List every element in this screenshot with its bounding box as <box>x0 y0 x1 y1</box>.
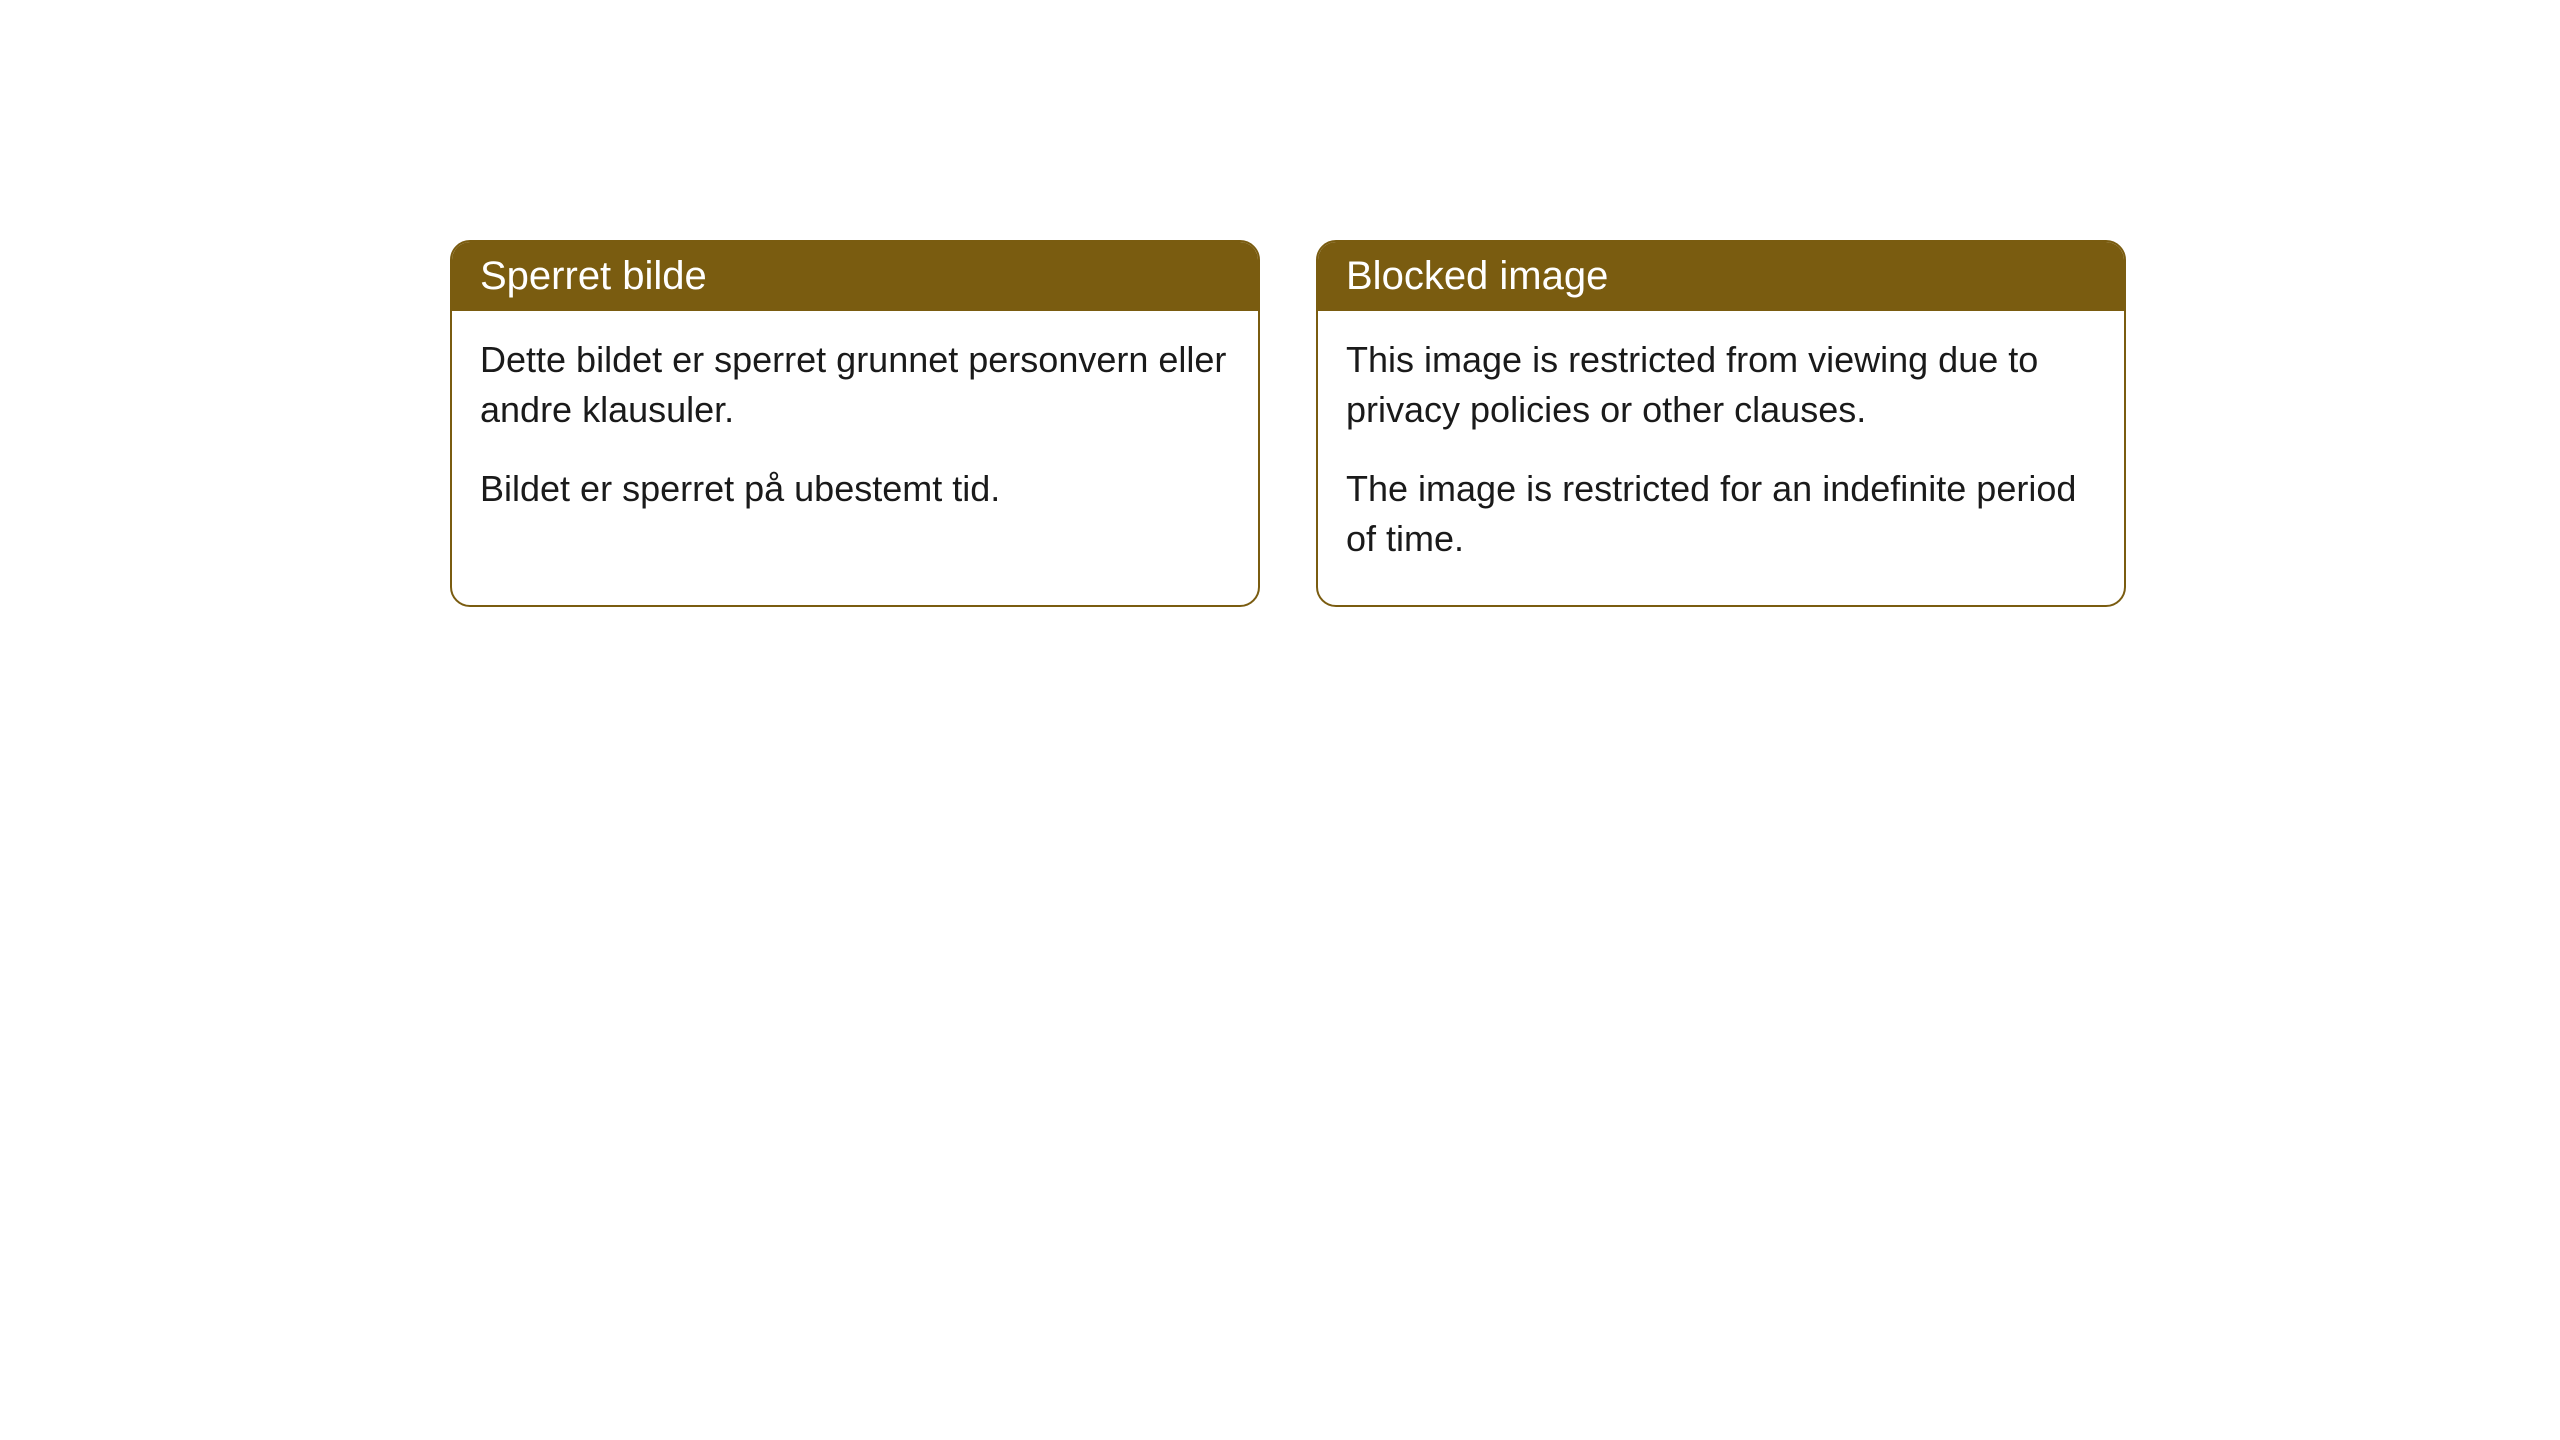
card-header: Blocked image <box>1318 242 2124 311</box>
card-title: Blocked image <box>1346 254 1608 298</box>
card-title: Sperret bilde <box>480 254 707 298</box>
card-body: This image is restricted from viewing du… <box>1318 311 2124 605</box>
card-paragraph: The image is restricted for an indefinit… <box>1346 464 2096 565</box>
card-paragraph: This image is restricted from viewing du… <box>1346 335 2096 436</box>
notice-cards-container: Sperret bilde Dette bildet er sperret gr… <box>450 240 2126 607</box>
notice-card-norwegian: Sperret bilde Dette bildet er sperret gr… <box>450 240 1260 607</box>
notice-card-english: Blocked image This image is restricted f… <box>1316 240 2126 607</box>
card-paragraph: Dette bildet er sperret grunnet personve… <box>480 335 1230 436</box>
card-header: Sperret bilde <box>452 242 1258 311</box>
card-body: Dette bildet er sperret grunnet personve… <box>452 311 1258 554</box>
card-paragraph: Bildet er sperret på ubestemt tid. <box>480 464 1230 514</box>
